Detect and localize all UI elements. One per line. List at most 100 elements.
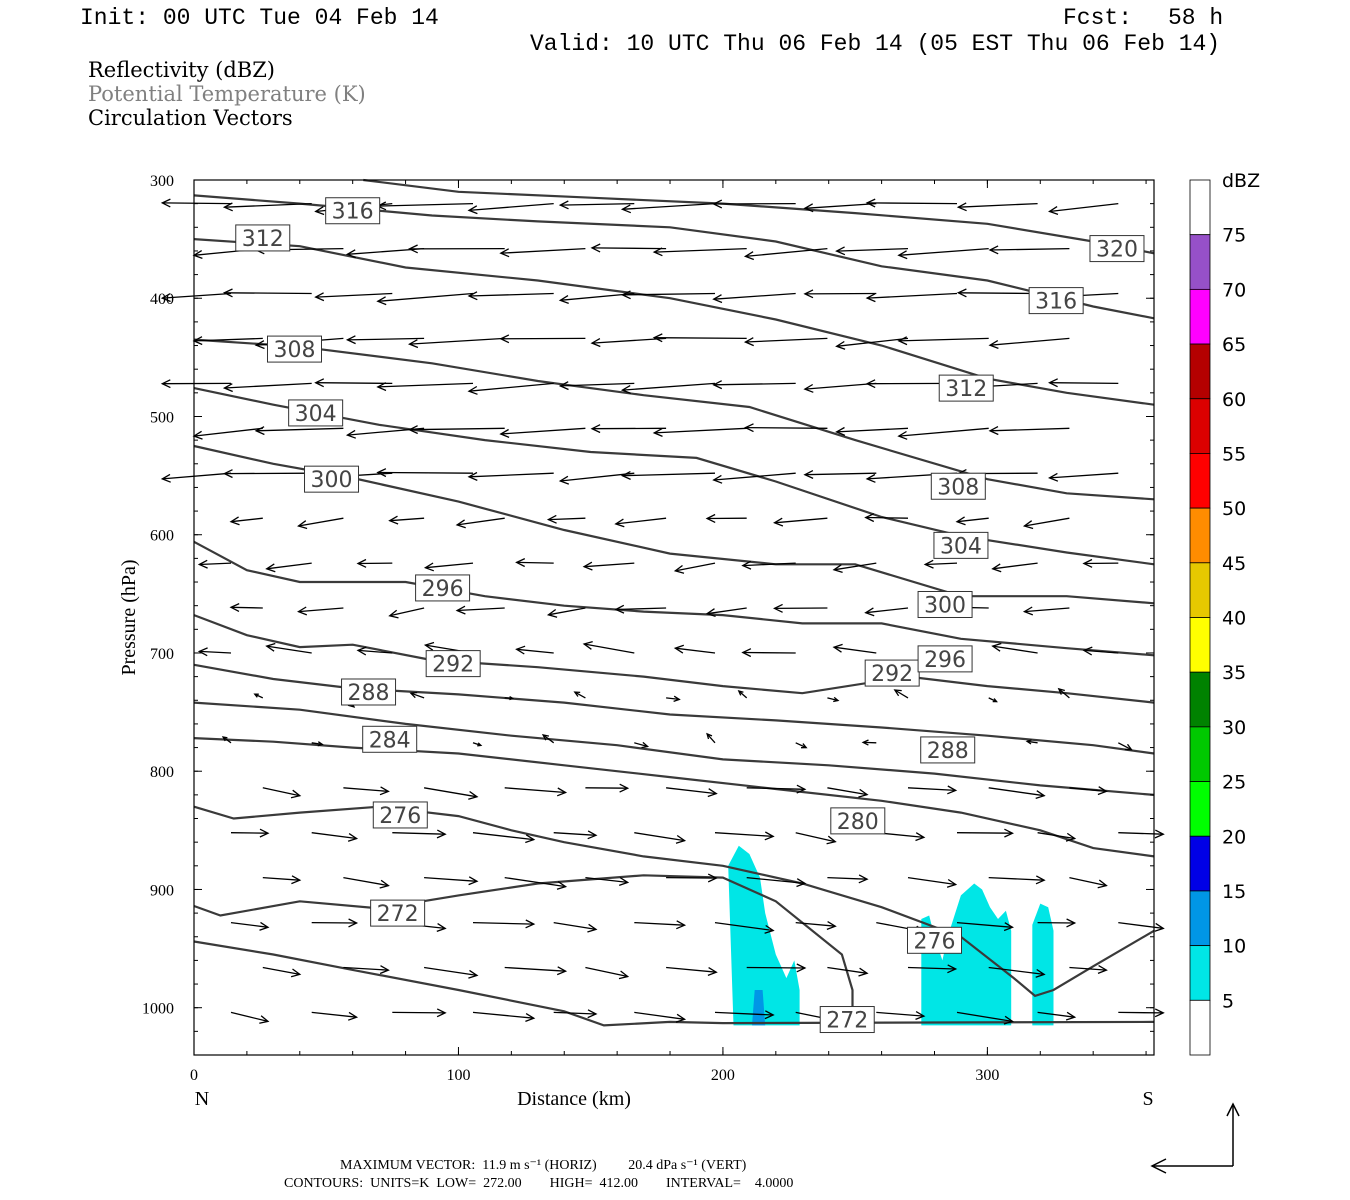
circulation-vector <box>622 472 716 477</box>
circulation-vector <box>500 427 586 435</box>
circulation-vector <box>956 921 1013 928</box>
circulation-vector-head <box>345 249 357 259</box>
circulation-vector-head <box>265 642 276 652</box>
circulation-vector-head <box>297 520 308 530</box>
circulation-vector <box>377 382 474 388</box>
contour-label: 272 <box>377 902 419 927</box>
circulation-vector-head <box>455 605 466 615</box>
circulation-vector <box>836 427 909 433</box>
forecast-label: Fcst: <box>1063 5 1133 31</box>
circulation-vector-head <box>673 564 685 574</box>
circulation-vector <box>958 202 1038 208</box>
circulation-vector <box>988 787 1045 797</box>
contour-label: 288 <box>348 681 390 706</box>
contour-label: 300 <box>924 593 966 618</box>
circulation-vector <box>836 337 909 347</box>
circulation-vector-head <box>858 874 869 884</box>
circulation-vector-head <box>423 641 435 651</box>
circulation-vector-head <box>290 789 302 799</box>
circulation-vector <box>230 832 269 834</box>
circulation-vector-head <box>1066 918 1077 928</box>
circulation-vector <box>377 471 474 474</box>
colorbar-unit: dBZ <box>1222 170 1260 192</box>
contour-label: 296 <box>422 577 464 602</box>
circulation-vector <box>622 202 716 210</box>
circulation-vector-head <box>541 733 550 741</box>
colorbar-swatch <box>1189 726 1211 782</box>
circulation-vector <box>224 292 312 295</box>
circulation-vector-head <box>991 642 1002 652</box>
reflectivity-area-5dbz <box>1032 903 1054 1026</box>
circulation-vector-head <box>858 788 869 798</box>
circulation-vector <box>746 787 805 790</box>
contour-label: 276 <box>379 804 421 829</box>
circulation-vector <box>1118 832 1164 835</box>
circulation-vector-head <box>897 336 908 346</box>
circulation-vector <box>298 517 344 527</box>
contour-label-box <box>920 736 976 764</box>
reflectivity-area-5dbz <box>921 883 1012 1026</box>
circulation-vector <box>409 427 505 431</box>
circulation-vector <box>468 382 554 392</box>
contour-label-box <box>325 197 381 225</box>
contour-label-box <box>288 399 344 427</box>
circulation-vector <box>745 247 828 258</box>
circulation-vector-head <box>509 696 515 701</box>
circulation-vector <box>262 787 300 797</box>
contour-label: 276 <box>913 929 955 954</box>
circulation-vector <box>666 787 717 795</box>
circulation-vector-head <box>291 875 302 885</box>
circulation-vector-head <box>525 1013 536 1023</box>
circulation-vector <box>199 650 232 654</box>
circulation-vector-head <box>590 338 601 348</box>
x-tick-label: 0 <box>190 1067 198 1084</box>
circulation-vector <box>548 517 586 521</box>
y-tick-label: 500 <box>150 409 174 426</box>
circulation-vector <box>230 921 269 928</box>
circulation-vector-head <box>955 516 966 526</box>
contour-label-box <box>425 650 481 678</box>
circulation-vector-head <box>614 604 625 614</box>
circulation-vector <box>706 733 716 744</box>
circulation-vector <box>457 517 505 526</box>
circulation-vector <box>865 516 909 519</box>
circulation-vector <box>230 1011 269 1023</box>
circulation-vector-head <box>764 1010 775 1020</box>
circulation-vector-head <box>1004 828 1014 838</box>
circulation-vector <box>804 202 877 209</box>
circulation-vector <box>867 292 958 299</box>
circulation-vector-head <box>992 698 998 703</box>
circulation-vector <box>738 690 748 699</box>
circulation-vector <box>634 1011 685 1020</box>
circulation-vector-head <box>803 383 814 393</box>
circulation-vector <box>907 876 956 886</box>
circulation-vector <box>298 607 344 613</box>
circulation-vector <box>804 472 877 476</box>
circulation-vector <box>666 697 680 701</box>
circulation-vector-head <box>558 200 569 210</box>
circulation-vector-head <box>705 513 716 523</box>
circulation-vector-head <box>673 644 685 654</box>
circulation-vector-head <box>620 385 632 395</box>
circulation-vector <box>956 832 1013 834</box>
circulation-vector <box>925 562 958 566</box>
circulation-vector <box>898 337 989 342</box>
circulation-vector <box>894 689 909 699</box>
circulation-vector <box>833 646 877 654</box>
circulation-vector <box>591 247 667 250</box>
contour-label-box <box>235 224 291 252</box>
y-tick-label: 400 <box>150 291 174 308</box>
circulation-vector <box>988 966 1045 976</box>
circulation-vector-head <box>499 428 510 439</box>
circulation-vector-head <box>712 380 723 390</box>
circulation-vector-head <box>865 293 876 303</box>
circulation-vector-head <box>290 968 302 978</box>
contour-label-box <box>341 678 397 706</box>
circulation-vector-head <box>865 379 876 389</box>
colorbar-swatch <box>1189 562 1211 618</box>
circulation-vector <box>992 562 1038 570</box>
circulation-vector-head <box>707 788 718 798</box>
circulation-vector <box>162 292 232 299</box>
circulation-vector <box>876 1011 924 1017</box>
circulation-vector <box>311 832 357 840</box>
